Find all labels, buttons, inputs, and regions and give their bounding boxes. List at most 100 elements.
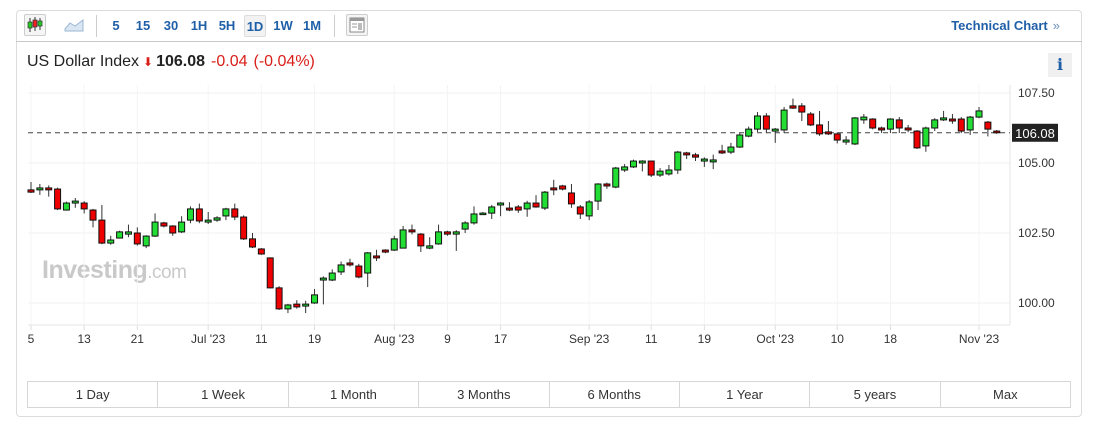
- candle: [240, 215, 248, 240]
- candle: [807, 112, 815, 127]
- candle-body: [869, 118, 877, 129]
- candle: [585, 199, 593, 221]
- candle: [178, 216, 186, 233]
- candle: [789, 98, 797, 109]
- candle: [683, 151, 691, 160]
- candle-body: [337, 264, 345, 273]
- instrument-header: US Dollar Index ⬇ 106.08 -0.04 (-0.04%): [27, 53, 315, 71]
- chart-widget: [16, 10, 1082, 417]
- candle: [621, 164, 629, 172]
- candle-body: [851, 117, 859, 145]
- candle: [948, 114, 956, 124]
- interval-1m[interactable]: 1M: [302, 18, 322, 33]
- candle: [745, 126, 753, 138]
- candle-body: [816, 124, 824, 135]
- candle-body: [204, 219, 212, 223]
- candle-body: [975, 110, 983, 118]
- candle: [505, 202, 513, 212]
- candle-body: [727, 146, 735, 153]
- candle-body: [426, 245, 434, 249]
- candle: [222, 207, 230, 221]
- candle: [461, 221, 469, 233]
- candle: [337, 261, 345, 275]
- candle: [816, 110, 824, 136]
- candle-body: [497, 202, 505, 206]
- candle: [443, 230, 451, 236]
- candle-body: [302, 303, 310, 307]
- x-tick-label: 21: [131, 332, 145, 346]
- range-1-week[interactable]: 1 Week: [158, 382, 289, 407]
- y-tick-label: 105.00: [1018, 156, 1055, 170]
- candle-body: [745, 128, 753, 137]
- candlestick-chart[interactable]: 100.00 102.50 105.00 107.50 5 13 21 Jul '23 11 19…: [0, 85, 1095, 350]
- interval-30[interactable]: 30: [163, 18, 179, 33]
- candle: [692, 152, 699, 162]
- arrow-down-icon: ⬇: [143, 55, 154, 69]
- candle-body: [293, 303, 301, 308]
- range-max[interactable]: Max: [993, 387, 1018, 402]
- info-button[interactable]: i: [1048, 53, 1072, 77]
- range-5-years[interactable]: 5 years: [810, 382, 941, 407]
- candle: [638, 160, 646, 172]
- x-tick-label: 19: [308, 332, 322, 346]
- toolbar-divider: [96, 15, 97, 37]
- candle: [116, 230, 124, 239]
- candle-body: [435, 231, 443, 245]
- candle: [523, 200, 531, 217]
- candle-body: [142, 235, 150, 247]
- candle: [665, 164, 673, 176]
- candle-body: [904, 127, 912, 131]
- candle-body: [461, 222, 469, 230]
- candle: [169, 225, 177, 236]
- candle-body: [417, 233, 425, 247]
- interval-1w[interactable]: 1W: [273, 18, 293, 33]
- range-3-months[interactable]: 3 Months: [419, 382, 550, 407]
- candle: [913, 129, 921, 149]
- technical-chart-link[interactable]: Technical Chart »: [951, 18, 1060, 33]
- candle-body: [665, 169, 673, 175]
- candle-body: [948, 118, 956, 122]
- candle: [869, 118, 877, 130]
- candle-body: [45, 187, 53, 191]
- candle: [27, 182, 35, 193]
- candle-body: [249, 238, 256, 248]
- candle-body: [807, 113, 815, 126]
- candle: [186, 206, 194, 224]
- interval-5[interactable]: 5: [112, 18, 120, 33]
- candle-body: [621, 166, 629, 171]
- x-tick-label: 10: [831, 332, 845, 346]
- interval-1d[interactable]: 1D: [244, 15, 266, 37]
- candle-body: [931, 119, 939, 129]
- layout-icon[interactable]: [346, 14, 368, 36]
- candle: [833, 132, 841, 144]
- candle: [727, 142, 735, 155]
- x-tick-label: Jul '23: [191, 332, 226, 346]
- interval-5h[interactable]: 5H: [218, 18, 236, 33]
- interval-1h[interactable]: 1H: [190, 18, 208, 33]
- x-tick-label: 18: [884, 332, 898, 346]
- candle-body: [567, 192, 575, 205]
- range-1-day[interactable]: 1 Day: [28, 382, 159, 407]
- candle: [381, 249, 389, 254]
- area-chart-icon[interactable]: [64, 18, 84, 37]
- candle-body: [523, 202, 531, 210]
- candle-body: [922, 127, 930, 147]
- candle-body: [257, 248, 265, 255]
- candle-body: [674, 151, 682, 171]
- candle-body: [319, 277, 327, 281]
- candle-body: [532, 202, 540, 208]
- candle: [514, 205, 522, 213]
- candle: [426, 237, 434, 250]
- x-tick-label: 17: [494, 332, 508, 346]
- range-6-months[interactable]: 6 Months: [550, 382, 680, 407]
- candle-body: [275, 287, 283, 310]
- interval-15[interactable]: 15: [135, 18, 151, 33]
- candle-body: [408, 229, 416, 233]
- investing-watermark-logo: Investing.com: [42, 256, 187, 285]
- candle-body: [186, 208, 194, 221]
- candlestick-icon[interactable]: [24, 14, 46, 36]
- candle-body: [178, 221, 186, 233]
- candle: [709, 154, 717, 170]
- range-1-year[interactable]: 1 Year: [680, 382, 811, 407]
- range-1-month[interactable]: 1 Month: [289, 382, 420, 407]
